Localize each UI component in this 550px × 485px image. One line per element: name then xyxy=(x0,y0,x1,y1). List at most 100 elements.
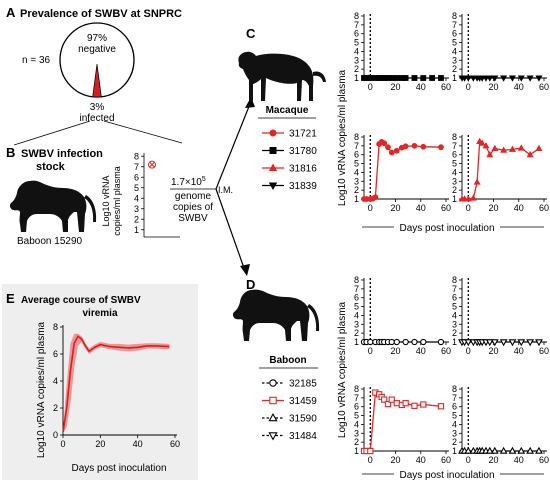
x-tick-label: 40 xyxy=(416,455,426,465)
legend-label-31459: 31459 xyxy=(289,396,317,407)
data-point-31590 xyxy=(490,446,499,454)
y-tick-label: 2 xyxy=(354,328,359,338)
x-tick-label: 20 xyxy=(489,455,499,465)
data-point-31590 xyxy=(464,446,473,454)
legend-marker-31484 xyxy=(268,432,278,441)
y-tick-label: 8 xyxy=(354,132,359,142)
panel-b-ylabel-line1: Log10 vRNA xyxy=(101,175,111,226)
y-tick-label: 7 xyxy=(354,20,359,30)
e-x-tick-label: 0 xyxy=(60,439,65,449)
arrow-to-baboon xyxy=(215,188,245,269)
y-tick-label: 5 xyxy=(452,159,457,169)
legend-marker-32185 xyxy=(269,379,277,387)
y-tick-label: 1 xyxy=(354,194,359,204)
y-tick-label: 3 xyxy=(452,319,457,329)
data-point-31459 xyxy=(437,403,445,410)
x-tick-label: 60 xyxy=(539,203,549,213)
legend-label-31590: 31590 xyxy=(289,414,317,425)
data-point-31816 xyxy=(469,194,477,201)
data-point-31484 xyxy=(508,339,517,347)
y-tick-label: 8 xyxy=(452,384,457,394)
baboon-silhouette-icon xyxy=(9,180,97,232)
x-tick-label: 40 xyxy=(514,455,524,465)
y-tick-label: 3 xyxy=(452,428,457,438)
legend-marker-31590 xyxy=(268,413,278,422)
panel-b-letter: B xyxy=(6,145,15,160)
y-tick-label: 5 xyxy=(452,411,457,421)
x-tick-label: 0 xyxy=(368,203,373,213)
panel-c-xlabel: Days post inoculation xyxy=(399,223,494,234)
x-tick-label: 60 xyxy=(539,346,549,356)
dose-line-2: genome xyxy=(175,191,212,202)
negative-percent: 97% xyxy=(87,33,107,44)
e-y-tick-label: 0 xyxy=(53,430,58,440)
y-tick-label: 3 xyxy=(354,176,359,186)
y-tick-label: 4 xyxy=(354,310,359,320)
legend-label-31780: 31780 xyxy=(289,146,317,157)
panel-d-letter: D xyxy=(246,277,255,292)
arrow-head-up xyxy=(245,97,255,108)
x-tick-label: 60 xyxy=(441,203,451,213)
x-tick-label: 40 xyxy=(514,203,524,213)
data-point-31780 xyxy=(402,75,409,81)
legend-label-31721: 31721 xyxy=(289,129,317,140)
y-tick-label: 2 xyxy=(354,64,359,74)
average-viremia-plot: 0 2 4 6 8 0 20 40 60 xyxy=(53,322,180,449)
route-label: I.M. xyxy=(218,185,233,195)
y-tick-label: 5 xyxy=(354,411,359,421)
zoom-line-left xyxy=(13,120,91,146)
y-tick-label: 1 xyxy=(452,73,457,83)
data-point-31816 xyxy=(473,178,481,185)
data-point-32185 xyxy=(402,338,409,346)
y-tick-label: 5 xyxy=(452,302,457,312)
y-tick-label: 7 xyxy=(452,141,457,151)
data-point-31484 xyxy=(517,339,526,347)
panel-b-tick-label: 4 xyxy=(134,193,139,203)
macaque-silhouette-icon xyxy=(238,51,326,101)
y-tick-label: 8 xyxy=(354,275,359,285)
y-tick-label: 4 xyxy=(452,167,457,177)
y-tick-label: 6 xyxy=(452,150,457,160)
baboon-legend: 32185 31459 31590 31484 xyxy=(262,379,317,442)
y-tick-label: 3 xyxy=(354,55,359,65)
data-point-31721 xyxy=(438,144,444,151)
x-tick-label: 0 xyxy=(466,346,471,356)
panel-e: E Average course of SWBV viremia Log10 v… xyxy=(2,284,198,480)
y-tick-label: 1 xyxy=(354,446,359,456)
stock-viral-load-point xyxy=(148,160,156,169)
data-point-32185 xyxy=(393,338,400,346)
data-point-31816 xyxy=(486,150,494,158)
x-tick-label: 0 xyxy=(466,82,471,92)
y-tick-label: 5 xyxy=(354,159,359,169)
y-tick-label: 1 xyxy=(452,194,457,204)
series-line-31721 xyxy=(364,141,442,200)
data-point-31816 xyxy=(464,195,472,202)
data-point-31816 xyxy=(500,146,508,153)
data-point-31721 xyxy=(372,194,379,201)
legend-marker-31721 xyxy=(269,129,277,137)
y-tick-label: 6 xyxy=(354,29,359,39)
y-tick-label: 6 xyxy=(452,402,457,412)
y-tick-label: 6 xyxy=(452,293,457,303)
panel-b: B SWBV infection stock Baboon 15290 Log1… xyxy=(6,97,255,276)
e-x-tick-label: 60 xyxy=(170,439,180,449)
data-point-31459 xyxy=(388,396,395,403)
data-point-32185 xyxy=(367,338,374,346)
legend-label-32185: 32185 xyxy=(289,379,317,390)
macaque-legend-title: Macaque xyxy=(266,105,309,116)
y-tick-label: 1 xyxy=(354,73,359,83)
data-point-31839 xyxy=(491,75,499,82)
data-point-31816 xyxy=(517,144,525,151)
data-point-31484 xyxy=(485,339,494,347)
zoom-line-right xyxy=(103,120,183,144)
data-point-31816 xyxy=(508,145,516,152)
x-tick-label: 60 xyxy=(441,455,451,465)
x-tick-label: 20 xyxy=(391,203,401,213)
